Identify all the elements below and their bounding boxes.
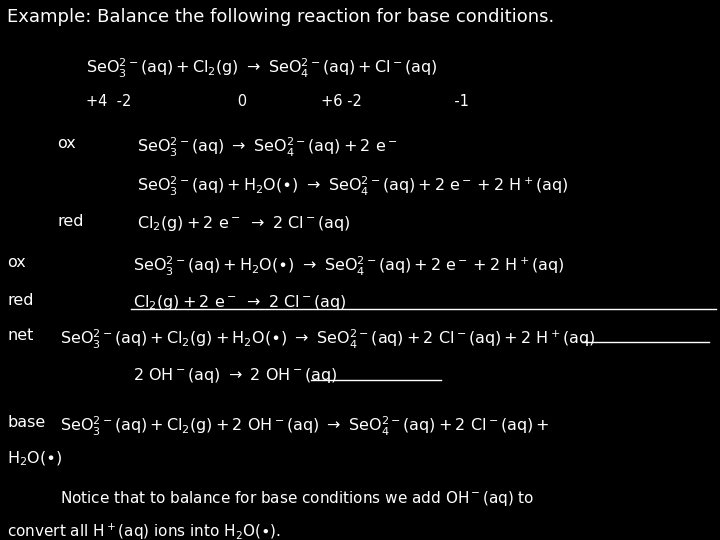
Text: $\mathrm{H_2O(\bullet)}$: $\mathrm{H_2O(\bullet)}$: [7, 449, 63, 468]
Text: $\mathrm{SeO_3^{2-}(aq) + H_2O(\bullet)\ \rightarrow\ SeO_4^{2-}(aq) + 2\ e^- + : $\mathrm{SeO_3^{2-}(aq) + H_2O(\bullet)\…: [137, 175, 568, 198]
Text: net: net: [7, 328, 34, 343]
Text: red: red: [7, 293, 34, 308]
Text: $\mathrm{2\ OH^-(aq)\ \rightarrow\ 2\ OH^-(aq)}$: $\mathrm{2\ OH^-(aq)\ \rightarrow\ 2\ OH…: [133, 366, 338, 384]
Text: base: base: [7, 415, 45, 430]
Text: convert all $\mathrm{H^+(aq)}$ ions into $\mathrm{H_2O(\bullet)}$.: convert all $\mathrm{H^+(aq)}$ ions into…: [7, 522, 282, 540]
Text: $\mathrm{SeO_3^{2-}(aq)\ \rightarrow\ SeO_4^{2-}(aq) + 2\ e^-}$: $\mathrm{SeO_3^{2-}(aq)\ \rightarrow\ Se…: [137, 136, 397, 159]
Text: $\mathrm{SeO_3^{2-}(aq) + Cl_2(g)\ \rightarrow\ SeO_4^{2-}(aq) + Cl^-(aq)}$: $\mathrm{SeO_3^{2-}(aq) + Cl_2(g)\ \righ…: [86, 57, 438, 80]
Text: $\mathrm{SeO_3^{2-}(aq) + Cl_2(g) + 2\ OH^-(aq)\ \rightarrow\ SeO_4^{2-}(aq) + 2: $\mathrm{SeO_3^{2-}(aq) + Cl_2(g) + 2\ O…: [60, 415, 549, 438]
Text: $\mathrm{SeO_3^{2-}(aq) + Cl_2(g) + H_2O(\bullet)\ \rightarrow\ SeO_4^{2-}(aq) +: $\mathrm{SeO_3^{2-}(aq) + Cl_2(g) + H_2O…: [60, 328, 595, 351]
Text: Example: Balance the following reaction for base conditions.: Example: Balance the following reaction …: [7, 8, 554, 26]
Text: red: red: [58, 214, 84, 230]
Text: ox: ox: [7, 255, 26, 270]
Text: +4  -2                       0                +6 -2                    -1: +4 -2 0 +6 -2 -1: [86, 94, 469, 110]
Text: $\mathrm{SeO_3^{2-}(aq) + H_2O(\bullet)\ \rightarrow\ SeO_4^{2-}(aq) + 2\ e^- + : $\mathrm{SeO_3^{2-}(aq) + H_2O(\bullet)\…: [133, 255, 564, 278]
Text: Notice that to balance for base conditions we add $\mathrm{OH^-(aq)}$ to: Notice that to balance for base conditio…: [60, 489, 534, 508]
Text: ox: ox: [58, 136, 76, 151]
Text: $\mathrm{Cl_2(g) + 2\ e^-\ \rightarrow\ 2\ Cl^-(aq)}$: $\mathrm{Cl_2(g) + 2\ e^-\ \rightarrow\ …: [133, 293, 347, 312]
Text: $\mathrm{Cl_2(g) + 2\ e^-\ \rightarrow\ 2\ Cl^-(aq)}$: $\mathrm{Cl_2(g) + 2\ e^-\ \rightarrow\ …: [137, 214, 351, 233]
